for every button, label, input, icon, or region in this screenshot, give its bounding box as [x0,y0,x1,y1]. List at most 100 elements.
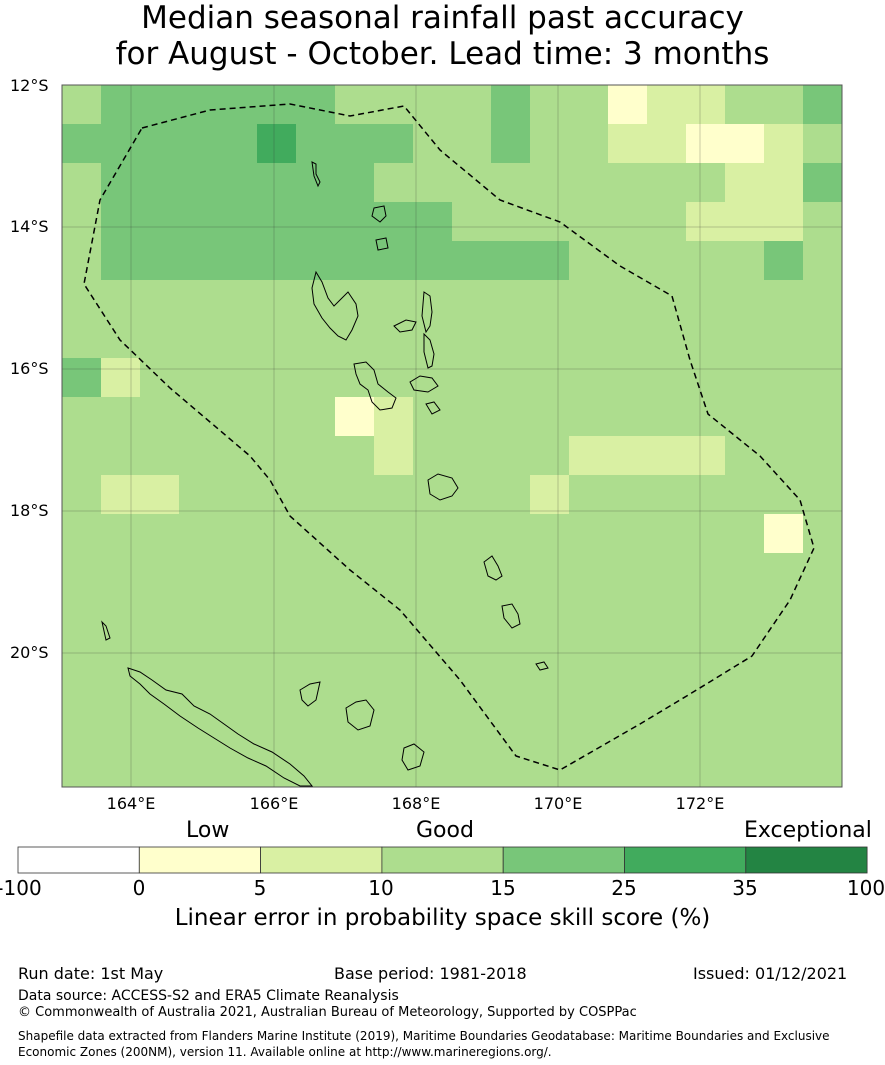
skill-cell [296,748,336,788]
skill-cell [764,397,804,437]
island-ambae [393,319,417,333]
skill-cell [491,241,531,281]
skill-cell [296,592,336,632]
skill-cell [218,475,258,515]
skill-cell [374,475,414,515]
skill-cell [335,631,375,671]
skill-cell [647,280,687,320]
skill-cell [257,241,297,281]
skill-cell [764,475,804,515]
skill-cell [374,670,414,710]
skill-cell [257,163,297,203]
skill-cell [218,631,258,671]
skill-cell [491,124,531,164]
skill-cell [101,241,141,281]
skill-cell [296,514,336,554]
skill-cell [725,124,765,164]
skill-cell [491,592,531,632]
skill-cell [179,592,219,632]
colorbar-segment [745,846,868,874]
skill-cell [179,553,219,593]
skill-cell [686,202,726,242]
lat-label-12s: 12°S [10,76,49,95]
skill-cell [725,631,765,671]
skill-cell [764,748,804,788]
island-malekula [353,361,397,411]
skill-cell [647,514,687,554]
skill-cell [491,358,531,398]
skill-cell [803,631,843,671]
skill-cell [179,319,219,359]
island-tanna [501,603,521,629]
skill-cell [413,280,453,320]
skill-cell [803,202,843,242]
skill-cell [62,475,102,515]
skill-cell [608,709,648,749]
skill-cell [803,748,843,788]
skill-cell [491,709,531,749]
skill-cell [491,436,531,476]
skill-cell [101,475,141,515]
skill-cell [764,670,804,710]
island-new-caledonia [127,667,314,787]
skill-cell [62,436,102,476]
skill-cell [452,280,492,320]
skill-cell [101,124,141,164]
skill-cell [686,436,726,476]
skill-cell [179,748,219,788]
skill-cell [101,592,141,632]
skill-cell [413,319,453,359]
skill-cell [803,709,843,749]
skill-cell [803,124,843,164]
skill-cell [803,670,843,710]
skill-cell [296,670,336,710]
skill-cell [764,241,804,281]
skill-cell [569,514,609,554]
skill-cell [764,319,804,359]
colorbar-tick: 5 [253,876,267,900]
skill-cell [62,709,102,749]
skill-cell [686,163,726,203]
skill-cell [725,241,765,281]
skill-cell [608,202,648,242]
skill-cell [257,280,297,320]
skill-cell [296,475,336,515]
skill-cell [374,358,414,398]
skill-cell [140,124,180,164]
skill-cell [218,319,258,359]
skill-cell [569,358,609,398]
skill-cell [296,709,336,749]
skill-cell [257,592,297,632]
skill-cell [101,436,141,476]
skill-cell [530,709,570,749]
skill-cell [140,397,180,437]
skill-cell [179,124,219,164]
skill-cell [374,241,414,281]
skill-cell [569,475,609,515]
skill-cell [179,670,219,710]
lon-label-166e: 166°E [249,794,299,813]
skill-cell [686,358,726,398]
skill-cell [686,514,726,554]
shapefile-credit: Shapefile data extracted from Flanders M… [18,1029,830,1059]
lon-label-170e: 170°E [533,794,583,813]
skill-cell [335,436,375,476]
skill-cell [179,280,219,320]
skill-cell [725,709,765,749]
skill-cell [608,319,648,359]
graticule [62,84,842,787]
skill-cell [179,358,219,398]
skill-cell [413,670,453,710]
skill-cell [725,475,765,515]
skill-cell [686,241,726,281]
skill-cell [803,241,843,281]
skill-cell [62,358,102,398]
skill-cell [218,358,258,398]
skill-cell [101,631,141,671]
skill-cell [101,163,141,203]
skill-cell [257,124,297,164]
skill-cell [803,514,843,554]
skill-cell [452,631,492,671]
skill-cell [686,709,726,749]
skill-cell [530,397,570,437]
